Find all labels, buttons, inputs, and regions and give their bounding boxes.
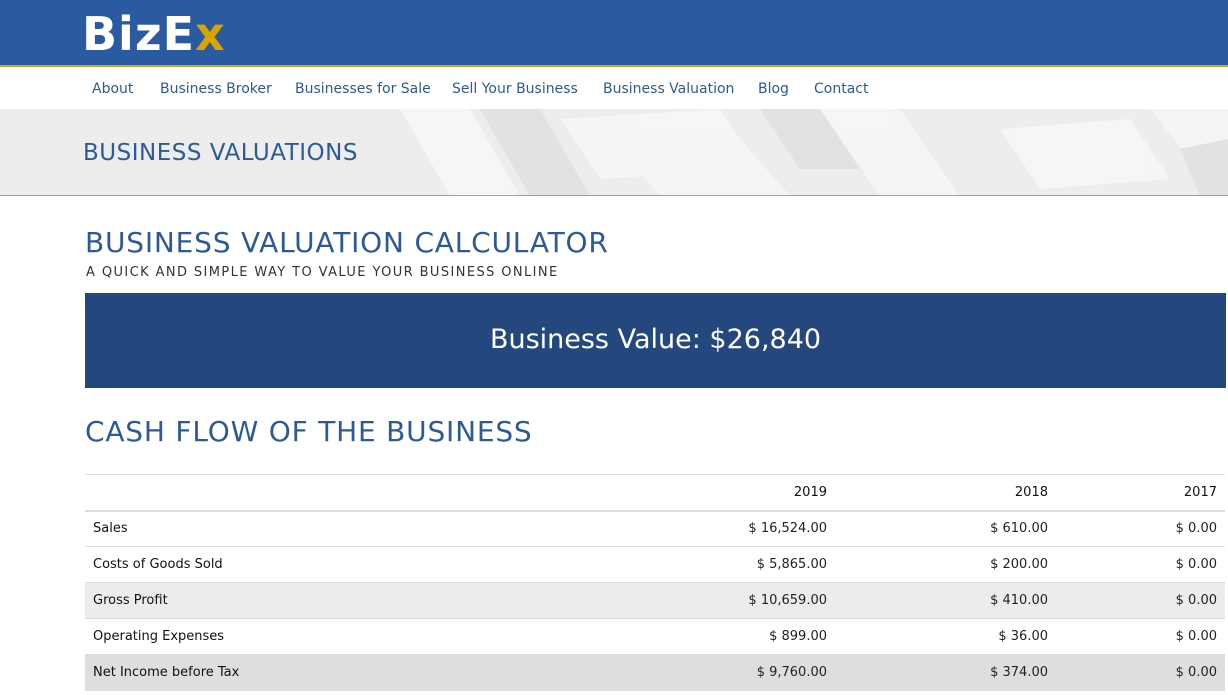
nav-business-broker[interactable]: Business Broker bbox=[160, 81, 272, 97]
row-label: Sales bbox=[85, 510, 605, 547]
calculator-title: BUSINESS VALUATION CALCULATOR bbox=[85, 226, 609, 259]
cell-value: $ 899.00 bbox=[605, 618, 835, 655]
nav-businesses-for-sale[interactable]: Businesses for Sale bbox=[295, 81, 431, 97]
table-row-cogs: Costs of Goods Sold $ 5,865.00 $ 200.00 … bbox=[85, 546, 1225, 583]
nav-business-valuation[interactable]: Business Valuation bbox=[603, 81, 735, 97]
table-row-gross-profit: Gross Profit $ 10,659.00 $ 410.00 $ 0.00 bbox=[85, 582, 1225, 619]
table-row-operating-expenses: Operating Expenses $ 899.00 $ 36.00 $ 0.… bbox=[85, 618, 1225, 655]
logo-text-main: BizE bbox=[82, 7, 196, 61]
page-banner: BUSINESS VALUATIONS bbox=[0, 109, 1228, 196]
cell-value: $ 0.00 bbox=[1056, 654, 1225, 691]
column-header-2017: 2017 bbox=[1056, 474, 1225, 512]
cell-value: $ 374.00 bbox=[835, 654, 1056, 691]
cell-value: $ 200.00 bbox=[835, 546, 1056, 583]
column-header-2018: 2018 bbox=[835, 474, 1056, 512]
main-nav: About Business Broker Businesses for Sal… bbox=[0, 69, 1228, 109]
calculator-subtitle: A QUICK AND SIMPLE WAY TO VALUE YOUR BUS… bbox=[86, 265, 559, 280]
nav-blog[interactable]: Blog bbox=[758, 81, 789, 97]
banner-pattern bbox=[400, 109, 1228, 195]
cell-value: $ 0.00 bbox=[1056, 546, 1225, 583]
column-header-2019: 2019 bbox=[605, 474, 835, 512]
row-label: Gross Profit bbox=[85, 582, 605, 619]
cell-value: $ 16,524.00 bbox=[605, 510, 835, 547]
cell-value: $ 10,659.00 bbox=[605, 582, 835, 619]
cash-flow-table: 2019 2018 2017 Sales $ 16,524.00 $ 610.0… bbox=[85, 474, 1225, 691]
table-row-net-income: Net Income before Tax $ 9,760.00 $ 374.0… bbox=[85, 654, 1225, 691]
row-label: Costs of Goods Sold bbox=[85, 546, 605, 583]
row-label: Operating Expenses bbox=[85, 618, 605, 655]
cell-value: $ 5,865.00 bbox=[605, 546, 835, 583]
table-header-row: 2019 2018 2017 bbox=[85, 474, 1225, 512]
cell-value: $ 0.00 bbox=[1056, 618, 1225, 655]
cell-value: $ 410.00 bbox=[835, 582, 1056, 619]
cell-value: $ 36.00 bbox=[835, 618, 1056, 655]
business-value-panel: Business Value: $26,840 bbox=[85, 293, 1226, 388]
cash-flow-title: CASH FLOW OF THE BUSINESS bbox=[85, 415, 533, 448]
logo-text-x: x bbox=[195, 7, 226, 61]
business-value-text: Business Value: $26,840 bbox=[489, 324, 822, 355]
row-label: Net Income before Tax bbox=[85, 654, 605, 691]
nav-about[interactable]: About bbox=[92, 81, 134, 97]
bizex-logo[interactable]: BizEx bbox=[82, 8, 226, 60]
header-bar: BizEx bbox=[0, 0, 1228, 67]
cell-value: $ 0.00 bbox=[1056, 510, 1225, 547]
table-row-sales: Sales $ 16,524.00 $ 610.00 $ 0.00 bbox=[85, 510, 1225, 547]
cell-value: $ 610.00 bbox=[835, 510, 1056, 547]
nav-contact[interactable]: Contact bbox=[814, 81, 869, 97]
nav-sell-your-business[interactable]: Sell Your Business bbox=[452, 81, 578, 97]
banner-title: BUSINESS VALUATIONS bbox=[83, 140, 358, 166]
cell-value: $ 0.00 bbox=[1056, 582, 1225, 619]
cell-value: $ 9,760.00 bbox=[605, 654, 835, 691]
column-header-label bbox=[85, 474, 605, 512]
